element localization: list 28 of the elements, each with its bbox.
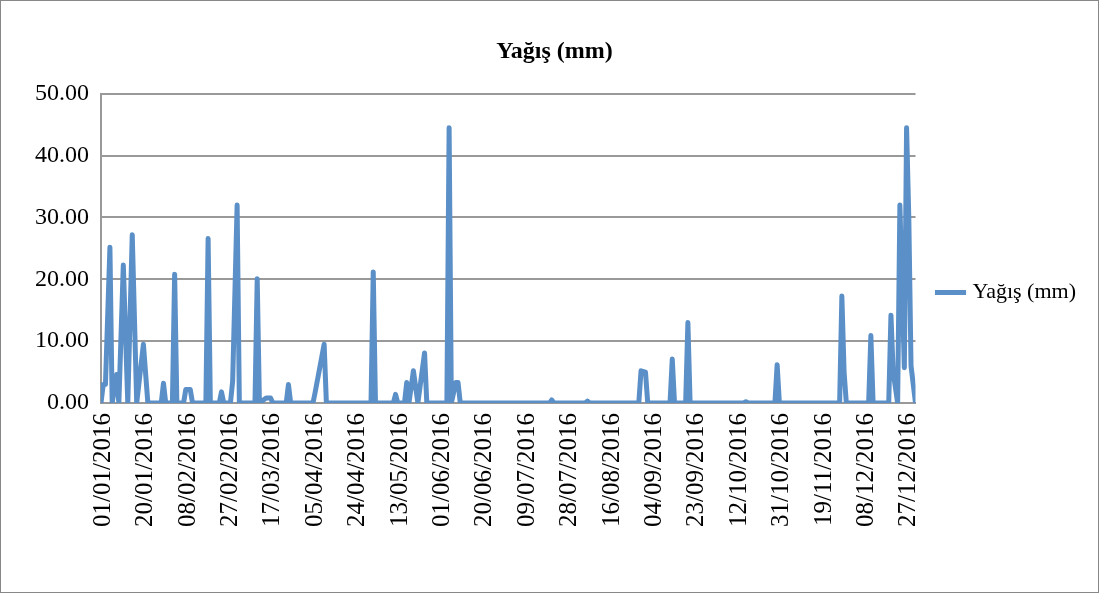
x-tick-label: 24/04/2016	[342, 413, 370, 527]
y-tick-label: 0.00	[47, 388, 89, 415]
x-tick-label: 12/10/2016	[723, 413, 751, 527]
chart-title: Yağış (mm)	[496, 36, 613, 63]
x-tick-label: 19/11/2016	[808, 413, 836, 526]
x-tick-label: 16/08/2016	[596, 413, 624, 527]
y-tick-label: 20.00	[35, 264, 89, 291]
y-tick-label: 10.00	[35, 326, 89, 353]
x-tick-label: 20/06/2016	[469, 413, 497, 527]
legend-label: Yağış (mm)	[972, 278, 1077, 304]
x-tick-label: 17/03/2016	[257, 413, 285, 527]
x-tick-label: 27/12/2016	[893, 413, 921, 527]
x-tick-label: 28/07/2016	[554, 413, 582, 527]
x-tick-label: 31/10/2016	[766, 413, 794, 527]
x-tick-label: 23/09/2016	[681, 413, 709, 527]
x-tick-label: 08/12/2016	[850, 413, 878, 527]
x-tick-label: 04/09/2016	[638, 413, 666, 527]
x-tick-label: 08/02/2016	[172, 413, 200, 527]
x-tick-label: 01/01/2016	[87, 413, 115, 527]
y-tick-label: 40.00	[35, 140, 89, 167]
y-tick-label: 30.00	[35, 202, 89, 229]
x-tick-label: 13/05/2016	[384, 413, 412, 527]
x-tick-label: 27/02/2016	[214, 413, 242, 527]
x-tick-label: 01/06/2016	[426, 413, 454, 527]
x-tick-label: 05/04/2016	[299, 413, 327, 527]
x-tick-label: 09/07/2016	[511, 413, 539, 527]
x-tick-label: 20/01/2016	[130, 413, 158, 527]
y-tick-label: 50.00	[35, 79, 89, 106]
